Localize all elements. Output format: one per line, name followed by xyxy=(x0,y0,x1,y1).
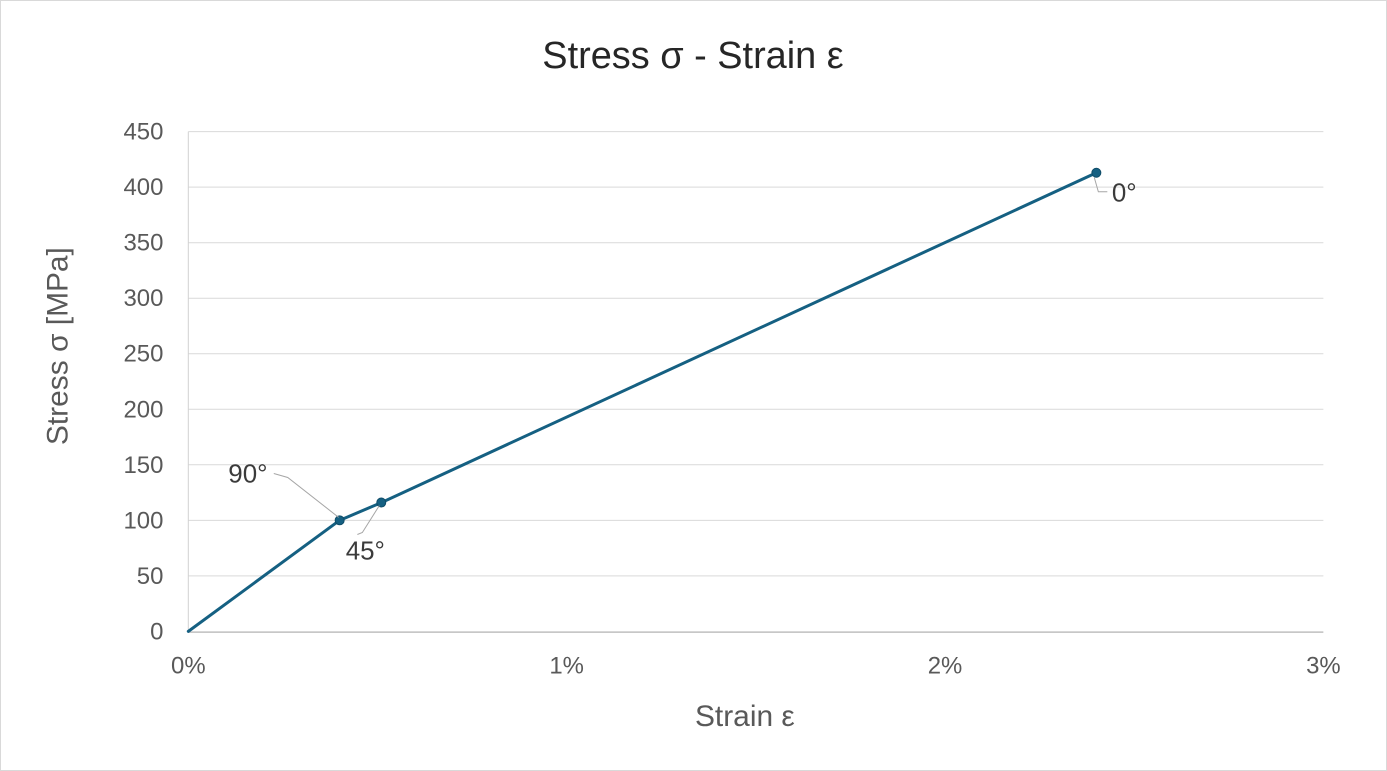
x-tick-label: 0% xyxy=(171,652,206,679)
data-point-marker xyxy=(334,515,345,526)
series-path xyxy=(186,171,1098,633)
point-annotations: 90° 45° 0° xyxy=(228,177,1137,565)
y-tick-label: 100 xyxy=(123,507,163,534)
annotation-leader-line xyxy=(273,472,339,518)
data-point-label: 0° xyxy=(1112,180,1137,208)
x-tick-label: 2% xyxy=(928,652,963,679)
x-tick-label: 1% xyxy=(549,652,584,679)
data-point-label: 45° xyxy=(346,537,385,565)
y-tick-label: 200 xyxy=(123,396,163,423)
data-point-marker xyxy=(1091,167,1102,178)
axes xyxy=(187,131,1324,633)
gridlines xyxy=(188,131,1324,577)
y-tick-label: 300 xyxy=(123,285,163,312)
annotation-leader-line xyxy=(357,505,380,535)
x-axis-tick-labels: 0% 1% 2% 3% xyxy=(171,652,1341,679)
y-tick-label: 450 xyxy=(123,119,163,146)
series-line xyxy=(186,167,1102,633)
annotation-leader-line xyxy=(1093,177,1108,193)
x-tick-label: 3% xyxy=(1306,652,1341,679)
y-axis-title: Stress σ [MPa] xyxy=(42,247,75,445)
y-tick-label: 400 xyxy=(123,174,163,201)
y-tick-label: 350 xyxy=(123,230,163,257)
y-tick-label: 50 xyxy=(137,563,164,590)
data-point-label: 90° xyxy=(228,460,267,488)
x-axis-title: Strain ε xyxy=(695,700,795,733)
y-tick-label: 250 xyxy=(123,341,163,368)
y-tick-label: 150 xyxy=(123,452,163,479)
data-point-marker xyxy=(376,497,387,508)
y-axis-tick-labels: 0 50 100 150 200 250 300 350 400 450 xyxy=(123,119,163,646)
chart-title: Stress σ - Strain ε xyxy=(542,35,843,77)
y-tick-label: 0 xyxy=(150,618,163,645)
